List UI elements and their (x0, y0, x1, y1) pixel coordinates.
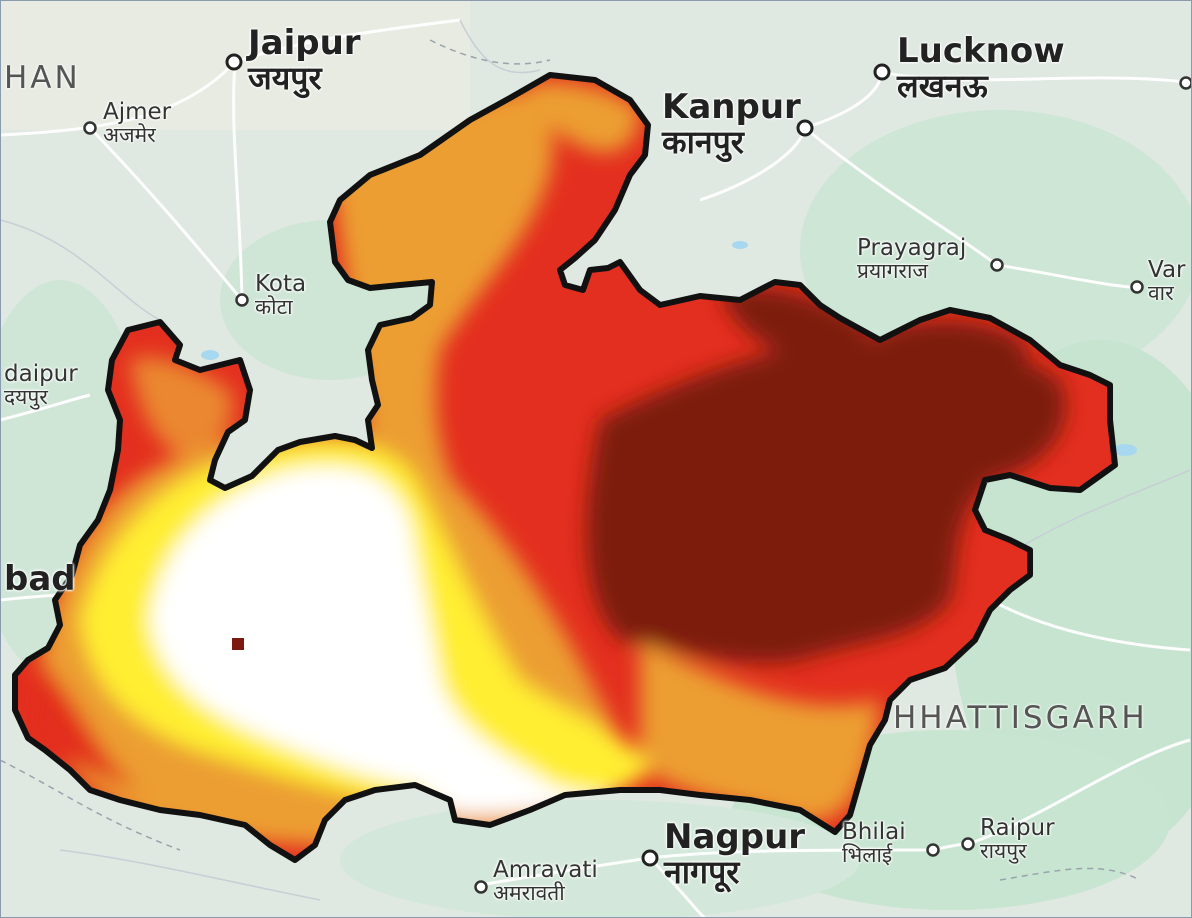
far-right-dot (1179, 76, 1192, 90)
place-label-udaipur[interactable]: daipur दयपुर (4, 362, 78, 408)
place-label-raipur[interactable]: Raipur रायपुर (980, 816, 1055, 862)
ajmer-name-en: Ajmer (103, 99, 172, 125)
place-label-nagpur[interactable]: Nagpur नागपूर (664, 817, 806, 891)
varanasi-dot (1130, 280, 1144, 294)
place-label-jaipur[interactable]: Jaipur जयपुर (248, 23, 361, 97)
prayagraj-name-hi: प्रयागराज (857, 259, 929, 284)
lucknow-dot (873, 63, 891, 81)
prayagraj-name-en: Prayagraj (857, 235, 967, 261)
jaipur-name-hi: जयपुर (248, 58, 322, 97)
ajmer-dot (83, 121, 97, 135)
jaipur-name-en: Jaipur (248, 23, 361, 63)
place-label-lucknow[interactable]: Lucknow लखनऊ (897, 31, 1065, 105)
ajmer-name-hi: अजमेर (103, 123, 156, 148)
varanasi-name-hi: वार (1148, 281, 1174, 306)
place-label-kota[interactable]: Kota कोटा (255, 272, 306, 318)
amravati-dot (474, 880, 488, 894)
bhilai-name-en: Bhilai (842, 819, 906, 845)
raipur-name-en: Raipur (980, 815, 1055, 841)
place-label-ajmer[interactable]: Ajmer अजमेर (103, 100, 171, 146)
nagpur-name-en: Nagpur (664, 817, 806, 857)
lucknow-name-hi: लखनऊ (897, 66, 988, 105)
place-label-kanpur[interactable]: Kanpur कानपुर (662, 87, 801, 161)
place-label-bhilai[interactable]: Bhilai भिलाई (842, 820, 906, 866)
nagpur-name-hi: नागपूर (664, 852, 740, 891)
kanpur-dot (796, 119, 814, 137)
bhilai-name-hi: भिलाई (842, 843, 893, 868)
place-label-amravati[interactable]: Amravati अमरावती (493, 858, 598, 904)
place-label-varanasi[interactable]: Var वार (1148, 258, 1186, 304)
nagpur-dot (641, 849, 659, 867)
udaipur-name-en: daipur (4, 361, 78, 387)
region-label-chhattisgarh: HHATTISGARH (893, 700, 1148, 736)
raipur-name-hi: रायपुर (980, 839, 1027, 864)
bhilai-dot (926, 843, 940, 857)
kanpur-name-en: Kanpur (662, 87, 801, 127)
prayagraj-dot (990, 258, 1004, 272)
udaipur-name-hi: दयपुर (4, 385, 48, 410)
jaipur-dot (225, 53, 243, 71)
city-markers (83, 53, 1192, 894)
region-label-rajasthan: HAN (4, 60, 81, 96)
raipur-dot (961, 837, 975, 851)
amravati-name-hi: अमरावती (493, 881, 565, 906)
kota-name-hi: कोटा (255, 295, 293, 320)
place-label-ahmedabad[interactable]: bad (4, 559, 76, 599)
varanasi-name-en: Var (1148, 257, 1186, 283)
kota-name-en: Kota (255, 271, 307, 297)
kota-dot (235, 293, 249, 307)
ahmedabad-name-en: bad (4, 559, 76, 599)
place-label-prayagraj[interactable]: Prayagraj प्रयागराज (857, 236, 966, 282)
kanpur-name-hi: कानपुर (662, 122, 744, 161)
lucknow-name-en: Lucknow (897, 31, 1065, 71)
amravati-name-en: Amravati (493, 857, 598, 883)
